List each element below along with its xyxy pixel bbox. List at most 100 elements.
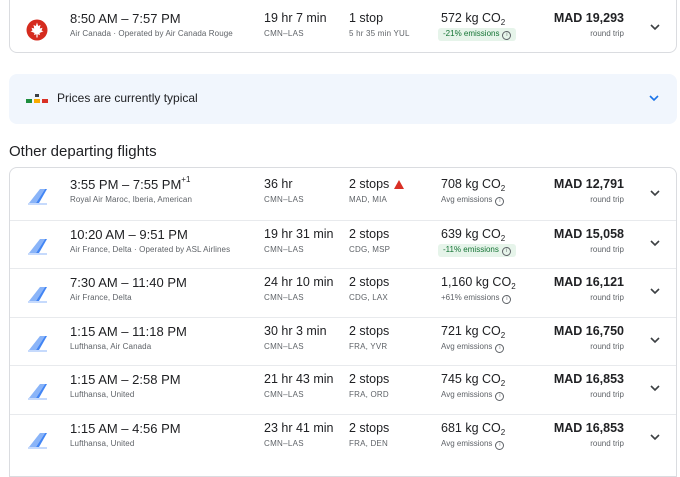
flight-times: 1:15 AM – 11:18 PM: [70, 323, 187, 339]
flight-duration: 24 hr 10 min: [264, 275, 334, 289]
chevron-down-icon[interactable]: [650, 286, 660, 296]
trip-type: round trip: [590, 438, 624, 448]
flight-layover: MAD, MIA: [349, 195, 388, 204]
trip-type: round trip: [590, 244, 624, 254]
plane-tail-icon: [28, 432, 47, 449]
day-offset: +1: [181, 175, 191, 184]
flight-times: 1:15 AM – 2:58 PM: [70, 372, 181, 387]
info-icon[interactable]: i: [495, 392, 505, 401]
flight-row[interactable]: 1:15 AM – 4:56 PM Lufthansa, United 23 hr …: [10, 413, 676, 463]
flight-layover: CDG, MSP: [349, 244, 391, 254]
flight-stops: 2 stops: [349, 323, 390, 338]
flight-layover: FRA, DEN: [349, 438, 388, 448]
emissions-label: Avg emissions i: [441, 195, 505, 206]
flight-airline: Air France, Delta: [70, 293, 132, 302]
info-icon[interactable]: i: [495, 343, 505, 353]
chevron-down-icon[interactable]: [650, 238, 660, 248]
flight-duration: 23 hr 41 min: [264, 420, 334, 435]
price-level-icon: [26, 94, 48, 103]
plane-tail-icon: [28, 189, 47, 205]
flight-stops: 2 stops: [349, 372, 390, 386]
plane-tail-icon: [28, 238, 47, 255]
flight-duration: 36 hr: [264, 177, 293, 191]
info-icon[interactable]: i: [495, 440, 505, 450]
top-flight-card[interactable]: 8:50 AM – 7:57 PM Air Canada · Operated …: [9, 0, 677, 53]
flight-layover: FRA, ORD: [349, 390, 389, 399]
flight-co2: 572 kg CO2: [441, 11, 506, 27]
flight-stops: 2 stops: [349, 226, 390, 241]
flight-co2: 639 kg CO2: [441, 226, 506, 243]
flight-price: MAD 16,853: [553, 372, 624, 386]
price-insight-text: Prices are currently typical: [57, 91, 198, 105]
emissions-label: Avg emissions i: [441, 342, 505, 353]
flight-price: MAD 19,293: [553, 11, 624, 25]
chevron-down-icon[interactable]: [649, 93, 659, 103]
flight-duration: 19 hr 31 min: [264, 226, 334, 241]
flight-row[interactable]: 7:30 AM – 11:40 PM Air France, Delta 24 hr…: [10, 268, 676, 317]
emissions-label: -11% emissions i: [438, 243, 516, 257]
trip-type: round trip: [590, 29, 624, 38]
section-title: Other departing flights: [9, 143, 157, 160]
air-canada-logo: [26, 19, 48, 41]
chevron-down-icon[interactable]: [650, 335, 660, 345]
flight-row[interactable]: 1:15 AM – 2:58 PM Lufthansa, United 21 hr …: [10, 365, 676, 414]
flight-route: CMN–LAS: [264, 244, 304, 254]
info-icon[interactable]: i: [502, 31, 512, 40]
trip-type: round trip: [590, 341, 624, 351]
other-flights-list: 3:55 PM – 7:55 PM+1 Royal Air Maroc, Iber…: [9, 167, 677, 477]
flight-row[interactable]: 1:15 AM – 11:18 PM Lufthansa, Air Canada 3…: [10, 316, 676, 366]
price-insight-bar[interactable]: Prices are currently typical: [9, 74, 677, 124]
flight-layover: FRA, YVR: [349, 341, 388, 351]
info-icon[interactable]: i: [501, 246, 511, 256]
flight-duration: 30 hr 3 min: [264, 323, 327, 338]
chevron-down-icon[interactable]: [650, 432, 660, 442]
flight-price: MAD 12,791: [553, 177, 624, 191]
flight-route: CMN–LAS: [264, 195, 304, 204]
flight-row[interactable]: 8:50 AM – 7:57 PM Air Canada · Operated …: [10, 5, 676, 53]
flight-stops: 2 stops: [349, 275, 390, 289]
flight-airline: Lufthansa, United: [70, 438, 135, 448]
trip-type: round trip: [590, 195, 624, 204]
flight-times: 10:20 AM – 9:51 PM: [70, 226, 188, 242]
flight-stops: 2 stops: [349, 420, 390, 435]
flight-layover: CDG, LAX: [349, 293, 388, 302]
flight-airline: Air France, Delta · Operated by ASL Airl…: [70, 244, 231, 254]
plane-tail-icon: [28, 335, 47, 352]
flight-stops: 2 stops: [349, 177, 405, 191]
flight-co2: 708 kg CO2: [441, 177, 506, 193]
price-level: typical: [163, 91, 198, 105]
flight-route: CMN–LAS: [264, 438, 304, 448]
chevron-down-icon[interactable]: [650, 188, 660, 198]
flight-times: 8:50 AM – 7:57 PM: [70, 11, 181, 26]
flight-route: CMN–LAS: [264, 390, 304, 399]
emissions-label: +61% emissions i: [441, 293, 512, 304]
flight-co2: 1,160 kg CO2: [441, 275, 516, 291]
flight-times: 3:55 PM – 7:55 PM+1: [70, 175, 191, 192]
chevron-down-icon[interactable]: [650, 383, 660, 393]
chevron-down-icon[interactable]: [650, 22, 660, 32]
info-icon[interactable]: i: [502, 295, 512, 304]
flight-times: 1:15 AM – 4:56 PM: [70, 420, 181, 436]
flight-airline: Royal Air Maroc, Iberia, American: [70, 195, 193, 204]
flight-row[interactable]: 10:20 AM – 9:51 PM Air France, Delta · Op…: [10, 219, 676, 269]
info-icon[interactable]: i: [495, 197, 505, 206]
warning-icon[interactable]: [394, 180, 405, 189]
trip-type: round trip: [590, 293, 624, 302]
flight-co2: 681 kg CO2: [441, 420, 506, 437]
emissions-label: Avg emissions i: [441, 439, 505, 450]
flight-airline: Lufthansa, Air Canada: [70, 341, 152, 351]
flight-stops: 1 stop: [349, 11, 384, 25]
plane-tail-icon: [28, 287, 47, 303]
flight-price: MAD 16,121: [553, 275, 624, 289]
flight-co2: 721 kg CO2: [441, 323, 506, 340]
flight-price: MAD 16,750: [553, 323, 624, 338]
flight-route: CMN–LAS: [264, 293, 304, 302]
flight-row[interactable]: 3:55 PM – 7:55 PM+1 Royal Air Maroc, Iber…: [10, 171, 676, 219]
trip-type: round trip: [590, 390, 624, 399]
emissions-badge: -21% emissions i: [438, 28, 517, 41]
flight-price: MAD 15,058: [553, 226, 624, 241]
flight-price: MAD 16,853: [553, 420, 624, 435]
flight-layover: 5 hr 35 min YUL: [349, 29, 410, 38]
flight-co2: 745 kg CO2: [441, 372, 506, 388]
flight-airline: Air Canada · Operated by Air Canada Roug…: [70, 29, 233, 38]
